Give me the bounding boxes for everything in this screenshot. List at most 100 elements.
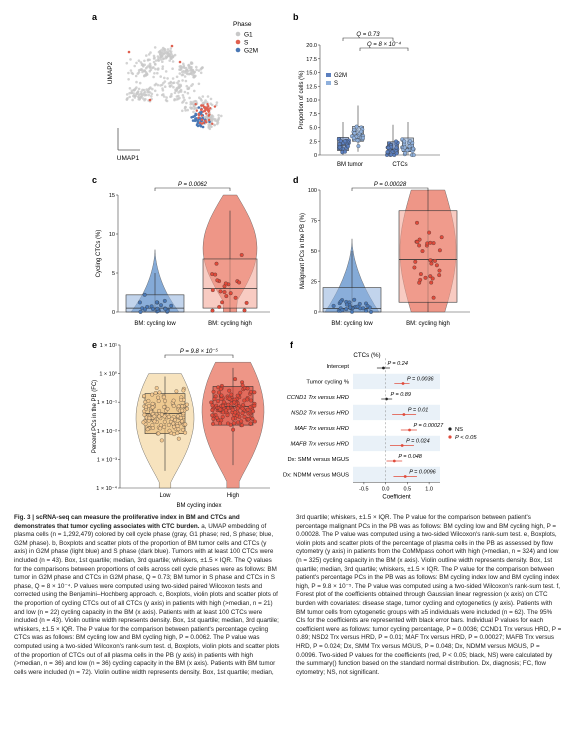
b-point [351,136,356,141]
c-low-point [169,303,174,308]
g1-cell-point [168,53,171,56]
f-pvalue: P = 0.00027 [414,423,445,429]
d-high-point [418,272,423,277]
f-pvalue: P = 0.024 [406,439,430,445]
d-low-point [350,309,354,314]
g1-cell-point [199,97,203,101]
f-row-label: MAFB Trx versus HRD [290,442,349,448]
legend-g2m-label: G2M [244,48,258,55]
d-high-point [430,276,435,281]
d-high-point [413,259,418,264]
c-xcat: BM: cycling high [208,321,252,327]
g1-cell-point [133,64,136,68]
s-cell-point [200,114,204,117]
c-high-point [215,278,220,283]
e-low-point [175,424,180,429]
g1-cell-point [161,65,165,68]
e-low-point [174,389,179,394]
e-low-point [154,386,159,390]
panel-c-label: c [92,175,97,185]
b-y-tick-label: 20.0 [306,43,317,49]
b-point [411,146,416,151]
e-low-point [147,416,152,421]
b-xcat: BM tumor [337,162,363,168]
s-cell-point [148,98,152,102]
f-row-label: Dx: SMM versus MGUS [287,457,349,463]
b-point [402,139,407,144]
g1-cell-point [164,55,168,58]
c-y-tick-label: 10 [109,232,115,238]
b-y-tick-label: 15.0 [306,71,317,77]
g1-cell-point [137,71,141,74]
b-q1-pvalue: Q = 0.73 [356,32,380,38]
g1-cell-point [159,84,162,87]
g1-cell-point [193,89,196,93]
b-legend-label: G2M [334,73,347,79]
b-point [411,153,416,157]
b-point [360,136,365,140]
g1-cell-point [157,50,161,54]
g2m-cell-point [196,123,199,126]
panel-a-label: a [92,12,98,22]
g1-cell-point [192,74,196,77]
figure-canvas: a UMAP1 UMAP2 Phase G1 S G2M b 0 2.5 5.0 7.… [92,12,477,509]
e-high-point [245,386,250,391]
e-low-point [150,405,155,410]
f-estimate-point [400,444,404,447]
g1-cell-point [135,80,138,84]
panel-b-label: b [293,12,299,22]
e-high-point [240,411,245,416]
c-high-point [218,289,223,294]
s-cell-point [206,109,209,112]
umap-xlabel: UMAP1 [117,155,140,162]
g1-cell-point [216,122,219,126]
g1-cell-point [132,94,135,98]
e-xcat: Low [159,493,171,499]
e-high-point [242,414,247,419]
g1-cell-point [176,81,179,85]
e-low-point [162,419,167,424]
b-legend-swatch [326,81,331,85]
e-xlabel: BM cycling index [176,503,221,509]
f-pvalue: P = 0.0096 [409,470,436,476]
f-header: CTCs (%) [353,352,380,359]
b-point [346,144,350,149]
b-point [354,124,359,129]
d-low-point [348,305,353,310]
c-high-point [242,308,247,313]
e-low-point [184,402,189,407]
d-xcat: BM: cycling low [331,321,373,327]
g1-cell-point [153,46,157,49]
f-row-band [353,389,440,405]
g1-cell-point [175,75,179,79]
c-low-point [137,300,142,305]
g1-cell-point [220,114,223,118]
g1-cell-point [194,106,197,110]
d-high-point [433,258,437,263]
e-high-point [219,397,224,401]
c-high-point [224,294,229,299]
d-low-point [355,304,360,309]
e-low-point [171,421,176,426]
d-high-point [417,243,422,248]
g1-cell-point [182,65,185,69]
g1-cell-point [153,89,157,93]
g1-cell-point [153,63,157,66]
e-high-point [246,417,251,422]
g1-cell-point [177,85,181,88]
d-low-point [344,307,349,312]
c-high-point [228,291,233,296]
g1-cell-point [190,70,193,73]
f-pvalue: P = 0.01 [408,408,428,414]
c-high-point [239,253,244,257]
g1-cell-point [138,81,142,85]
g1-cell-point [134,74,138,78]
g1-cell-point [132,88,136,92]
e-high-point [245,407,250,412]
e-low-point [143,400,148,404]
g1-cell-point [147,93,151,97]
g1-cell-point [175,95,179,98]
b-y-tick-label: 0 [314,153,317,159]
g2m-cell-point [201,125,205,129]
c-low-point [162,298,167,303]
